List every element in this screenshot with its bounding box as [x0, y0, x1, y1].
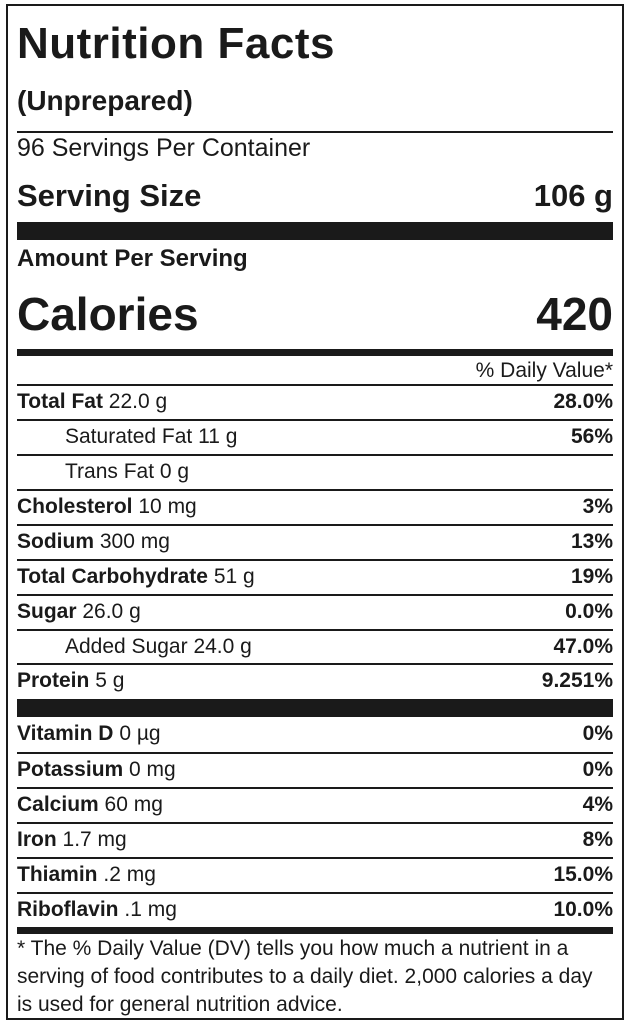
nutrient-name: Trans Fat: [65, 460, 155, 483]
nutrient-percent: 56%: [570, 425, 613, 448]
label-subtitle: (Unprepared): [17, 85, 193, 116]
label-title: Nutrition Facts: [17, 19, 335, 68]
vitamin-row-iron: Iron 1.7 mg 8%: [17, 822, 613, 856]
nutrient-percent: 13%: [570, 530, 613, 553]
vitamin-row-riboflavin: Riboflavin .1 mg 10.0%: [17, 892, 613, 926]
nutrient-amount: 11 g: [198, 425, 238, 448]
nutrient-row-cholesterol: Cholesterol 10 mg 3%: [17, 489, 613, 523]
nutrient-percent: 3%: [582, 495, 613, 518]
nutrient-percent: 19%: [570, 565, 613, 588]
vitamin-amount: 0 µg: [119, 722, 161, 745]
nutrient-name: Total Carbohydrate: [17, 565, 208, 588]
serving-size-row: Serving Size 106 g: [17, 176, 613, 216]
nutrient-amount: 5 g: [95, 669, 125, 692]
nutrient-name: Saturated Fat: [65, 425, 193, 448]
nutrient-amount: 10 mg: [138, 495, 197, 518]
nutrition-facts-label: Nutrition Facts (Unprepared) 96 Servings…: [6, 4, 624, 1020]
nutrient-percent: 28.0%: [553, 390, 613, 413]
nutrient-name: Sugar: [17, 600, 77, 623]
nutrient-row-protein: Protein 5 g 9.251%: [17, 663, 613, 697]
nutrient-name: Added Sugar: [65, 635, 188, 658]
thick-divider: [17, 699, 613, 717]
nutrient-percent: 47.0%: [553, 635, 613, 658]
nutrient-amount: 24.0 g: [193, 635, 252, 658]
vitamin-name: Riboflavin: [17, 898, 119, 921]
nutrient-amount: 300 mg: [99, 530, 170, 553]
nutrient-amount: 26.0 g: [82, 600, 141, 623]
calories-row: Calories 420: [17, 286, 613, 342]
serving-size-label: Serving Size: [17, 178, 202, 213]
servings-per-container: 96 Servings Per Container: [17, 134, 311, 162]
nutrient-row-total-fat: Total Fat 22.0 g 28.0%: [17, 384, 613, 418]
daily-value-header: % Daily Value*: [475, 359, 613, 382]
vitamin-percent: 8%: [582, 828, 613, 851]
nutrient-percent: 9.251%: [541, 669, 613, 692]
nutrient-amount: 0 g: [159, 460, 190, 483]
nutrient-row-added-sugar: Added Sugar 24.0 g 47.0%: [17, 629, 613, 663]
vitamin-row-potassium: Potassium 0 mg 0%: [17, 752, 613, 786]
thick-divider: [17, 222, 613, 240]
vitamin-amount: 60 mg: [104, 793, 163, 816]
nutrient-name: Protein: [17, 669, 90, 692]
vitamin-percent: 15.0%: [553, 863, 613, 886]
vitamin-row-vitamin-d: Vitamin D 0 µg 0%: [17, 717, 613, 751]
nutrient-row-sugar: Sugar 26.0 g 0.0%: [17, 594, 613, 628]
vitamin-percent: 0%: [582, 722, 613, 745]
nutrient-row-total-carbohydrate: Total Carbohydrate 51 g 19%: [17, 559, 613, 593]
vitamin-name: Thiamin: [17, 863, 98, 886]
nutrient-amount: 22.0 g: [108, 390, 168, 413]
vitamin-amount: .1 mg: [124, 898, 177, 921]
vitamin-name: Potassium: [17, 758, 124, 781]
serving-size-value: 106 g: [533, 178, 613, 213]
nutrient-name: Cholesterol: [17, 495, 133, 518]
vitamin-amount: 0 mg: [129, 758, 176, 781]
nutrient-row-trans-fat: Trans Fat 0 g: [17, 454, 613, 488]
nutrient-name: Sodium: [17, 530, 94, 553]
calories-label: Calories: [17, 288, 199, 340]
calories-value: 420: [536, 288, 613, 340]
label-content: Nutrition Facts (Unprepared) 96 Servings…: [17, 6, 613, 1018]
vitamin-row-thiamin: Thiamin .2 mg 15.0%: [17, 857, 613, 891]
vitamin-percent: 10.0%: [553, 898, 613, 921]
vitamin-percent: 4%: [582, 793, 613, 816]
daily-value-footnote: * The % Daily Value (DV) tells you how m…: [17, 937, 593, 1016]
nutrient-name: Total Fat: [17, 390, 103, 413]
vitamin-percent: 0%: [582, 758, 613, 781]
amount-per-serving: Amount Per Serving: [17, 245, 248, 272]
vitamin-row-calcium: Calcium 60 mg 4%: [17, 787, 613, 821]
vitamin-name: Vitamin D: [17, 722, 114, 745]
vitamin-amount: 1.7 mg: [62, 828, 127, 851]
vitamin-name: Iron: [17, 828, 57, 851]
vitamin-name: Calcium: [17, 793, 99, 816]
nutrient-amount: 51 g: [213, 565, 255, 588]
nutrient-percent: 0.0%: [565, 600, 613, 623]
vitamin-amount: .2 mg: [103, 863, 156, 886]
divider: [17, 131, 613, 133]
nutrient-row-sodium: Sodium 300 mg 13%: [17, 524, 613, 558]
medium-divider: [17, 349, 613, 356]
medium-divider: [17, 927, 613, 934]
nutrient-row-saturated-fat: Saturated Fat 11 g 56%: [17, 419, 613, 453]
